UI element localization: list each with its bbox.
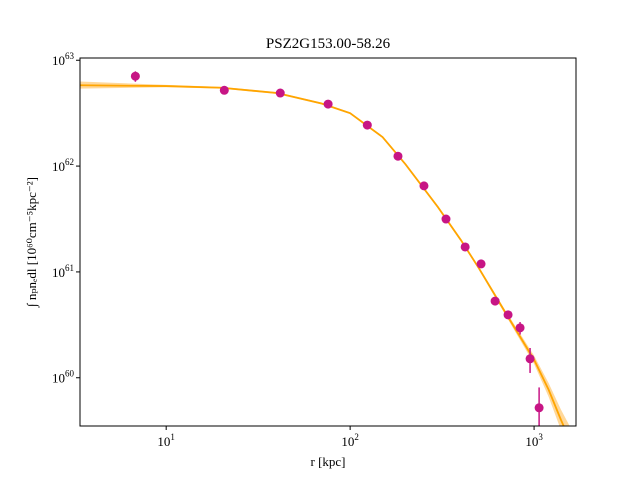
- y-axis-label: ∫ nₚnₑdl [10⁶⁰cm⁻⁵kpc⁻²]: [24, 177, 40, 308]
- tick-label: 1062: [52, 157, 74, 174]
- data-point: [362, 120, 372, 130]
- data-point: [130, 71, 140, 81]
- tick-exponent: 63: [65, 51, 75, 61]
- data-point: [525, 354, 535, 364]
- data-point: [476, 259, 486, 269]
- tick-exponent: 3: [538, 432, 543, 442]
- tick-base: 10: [525, 434, 538, 449]
- data-point: [503, 310, 513, 320]
- plot-area: [80, 71, 570, 426]
- chart-title: PSZ2G153.00-58.26: [266, 36, 391, 52]
- tick-label: 1061: [52, 263, 74, 280]
- data-point: [441, 214, 451, 224]
- tick-label: 1060: [52, 369, 75, 386]
- tick-base: 10: [52, 53, 65, 68]
- tick-label: 1063: [52, 51, 75, 68]
- tick-label: 102: [341, 432, 359, 449]
- tick-base: 10: [52, 371, 65, 386]
- tick-exponent: 2: [354, 432, 359, 442]
- tick-exponent: 60: [65, 369, 75, 379]
- plot-frame: [79, 57, 577, 427]
- data-point: [515, 323, 525, 333]
- tick-base: 10: [52, 265, 65, 280]
- data-point: [275, 88, 285, 98]
- tick-base: 10: [341, 434, 354, 449]
- tick-base: 10: [157, 434, 170, 449]
- tick-label: 103: [525, 432, 543, 449]
- tick-base: 10: [52, 159, 65, 174]
- data-point: [419, 181, 429, 191]
- tick-label: 101: [157, 432, 175, 449]
- data-point: [460, 242, 470, 252]
- data-point: [323, 99, 333, 109]
- data-point: [490, 296, 500, 306]
- x-axis-label: r [kpc]: [310, 454, 345, 469]
- data-point: [393, 151, 403, 161]
- tick-exponent: 61: [65, 263, 74, 273]
- tick-exponent: 1: [170, 432, 175, 442]
- data-point: [219, 85, 229, 95]
- tick-exponent: 62: [65, 157, 74, 167]
- data-point: [534, 403, 544, 413]
